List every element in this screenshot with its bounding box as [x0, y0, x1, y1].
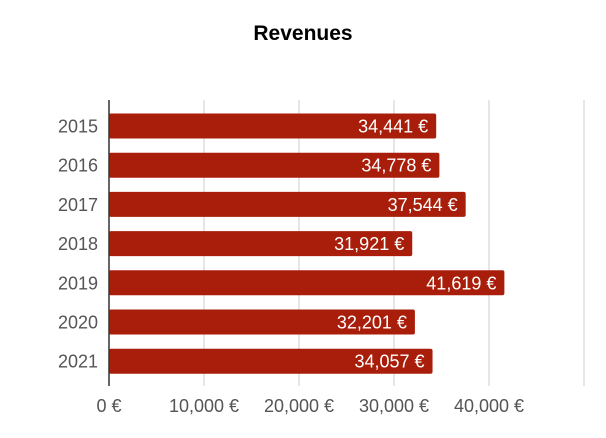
- x-tick-label: 40,000 €: [454, 396, 524, 416]
- bar: [109, 231, 413, 257]
- bar: [109, 309, 415, 335]
- chart-title: Revenues: [253, 22, 352, 45]
- bar-value-label: 34,778 €: [361, 156, 431, 176]
- bar: [109, 348, 433, 374]
- bar-value-label: 34,057 €: [354, 352, 424, 372]
- category-label: 2020: [58, 313, 98, 333]
- x-tick-labels: 0 € 10,000 € 20,000 € 30,000 € 40,000 €: [96, 396, 524, 416]
- category-labels: 2015 2016 2017 2018 2019 2020 2021: [58, 117, 98, 372]
- x-tick-label: 20,000 €: [264, 396, 334, 416]
- bar: [109, 113, 437, 139]
- x-tick-label: 10,000 €: [169, 396, 239, 416]
- category-label: 2016: [58, 156, 98, 176]
- bar: [109, 270, 505, 296]
- bar-value-label: 41,619 €: [426, 273, 496, 293]
- bar-value-label: 32,201 €: [337, 313, 407, 333]
- category-label: 2015: [58, 117, 98, 137]
- bar-value-label: 34,441 €: [358, 117, 428, 137]
- bar: [109, 152, 440, 178]
- category-label: 2018: [58, 234, 98, 254]
- bar: [109, 191, 466, 217]
- bars: 34,441 € 34,778 € 37,544 € 31,921 € 41,619 €…: [109, 113, 505, 374]
- bar-value-label: 31,921 €: [334, 234, 404, 254]
- bar-value-label: 37,544 €: [388, 195, 458, 215]
- category-label: 2019: [58, 273, 98, 293]
- category-label: 2017: [58, 195, 98, 215]
- x-tick-label: 30,000 €: [359, 396, 429, 416]
- x-tick-label: 0 €: [96, 396, 121, 416]
- category-label: 2021: [58, 352, 98, 372]
